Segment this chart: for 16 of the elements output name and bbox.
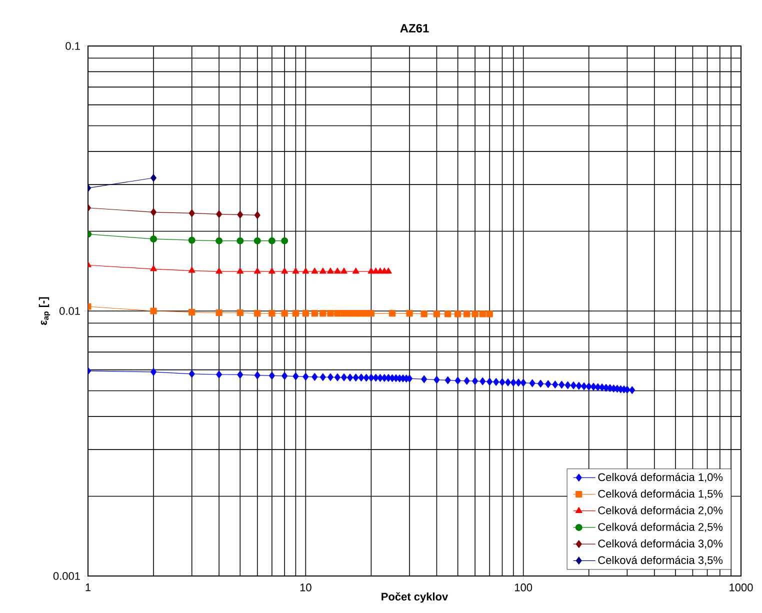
- x-tick-label: 100: [514, 584, 532, 592]
- y-tick-label: 0.1: [66, 42, 80, 50]
- legend-label: Celková deformácia 3,0%: [598, 539, 723, 549]
- legend-label: Celková deformácia 2,0%: [598, 506, 723, 516]
- y-tick-label: 0.001: [53, 572, 80, 580]
- legend-label: Celková deformácia 1,0%: [598, 472, 723, 482]
- x-tick-label: 1000: [730, 584, 753, 592]
- x-tick-label: 10: [300, 584, 312, 592]
- y-axis-title: ε$_{ap}$ [-]: [38, 297, 50, 325]
- legend-label: Celková deformácia 3,5%: [598, 556, 723, 566]
- chart-title: AZ61: [400, 24, 429, 32]
- legend-label: Celková deformácia 1,5%: [598, 489, 723, 499]
- x-axis-title: Počet cyklov: [382, 592, 448, 603]
- legend-label: Celková deformácia 2,5%: [598, 522, 723, 532]
- x-tick-label: 1: [86, 584, 91, 592]
- y-tick-label: 0.01: [60, 307, 80, 315]
